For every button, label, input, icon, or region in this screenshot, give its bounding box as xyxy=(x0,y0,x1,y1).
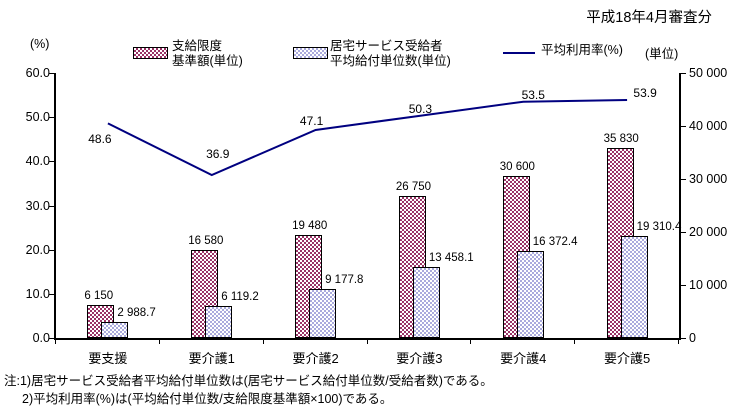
benefit-bar-value: 2 988.7 xyxy=(117,307,156,320)
right-axis-tick-label: 10 000 xyxy=(689,278,728,292)
x-axis-tick xyxy=(55,340,56,344)
left-axis-tick xyxy=(49,161,54,163)
right-axis-line xyxy=(679,73,681,340)
right-axis-unit-label: (単位) xyxy=(645,47,679,61)
utilization-rate-value: 50.3 xyxy=(408,101,433,116)
right-axis-tick-label: 50 000 xyxy=(689,66,728,80)
limit-bar-value: 16 580 xyxy=(188,235,224,248)
right-axis-tick xyxy=(681,126,686,127)
legend-swatch-limit xyxy=(133,47,168,59)
utilization-rate-polyline xyxy=(107,98,628,177)
category-label: 要介護2 xyxy=(292,351,339,366)
benefit-bar-swatch-icon xyxy=(293,47,328,59)
benefit-bar xyxy=(205,305,233,338)
right-axis-tick-label: 20 000 xyxy=(689,225,728,239)
utilization-rate-value: 36.9 xyxy=(206,147,230,162)
x-axis-line xyxy=(54,338,681,340)
category-label: 要介護5 xyxy=(603,351,651,366)
footnote-2: 2)平均利用率(%)は(平均給付単位数/支給限度基準額×100)である。 xyxy=(22,392,393,406)
limit-bar-value: 35 830 xyxy=(603,133,639,146)
legend-label-limit: 支給限度 基準額(単位) xyxy=(172,39,243,68)
utilization-rate-value: 47.1 xyxy=(299,113,324,128)
legend-label-rate: 平均利用率(%) xyxy=(541,43,623,57)
left-axis-unit-label: (%) xyxy=(30,37,50,51)
x-axis-tick xyxy=(366,340,368,344)
right-axis-tick xyxy=(681,338,686,339)
x-axis-tick xyxy=(470,340,472,344)
right-axis-tick-label: 0 xyxy=(689,331,696,345)
benefit-bar xyxy=(309,289,337,338)
left-axis-tick-label: 50.0 xyxy=(25,110,50,125)
right-axis-tick-label: 30 000 xyxy=(689,172,728,186)
legend-label-benefit: 居宅サービス受給者 平均給付単位数(単位) xyxy=(330,39,451,68)
limit-bar xyxy=(295,234,323,338)
limit-bar-value: 26 750 xyxy=(395,181,432,194)
left-axis-tick-label: 60.0 xyxy=(25,66,50,80)
category-label: 要介護3 xyxy=(396,351,443,366)
utilization-rate-value: 53.9 xyxy=(633,85,657,100)
left-axis-tick-label: 30.0 xyxy=(25,198,50,213)
benefit-bar xyxy=(620,235,648,338)
x-axis-tick xyxy=(574,340,576,344)
report-period-title: 平成18年4月審査分 xyxy=(586,10,712,26)
right-axis-tick xyxy=(681,285,686,286)
footnote-1: 注:1)居宅サービス受給者平均給付単位数は(居宅サービス給付単位数/受給者数)で… xyxy=(4,374,493,388)
benefit-bar xyxy=(412,266,440,338)
left-axis-tick xyxy=(49,73,54,74)
right-axis-tick xyxy=(681,232,686,233)
utilization-rate-value: 53.5 xyxy=(521,87,545,102)
right-axis-tick xyxy=(681,73,686,74)
footnotes: 注:1)居宅サービス受給者平均給付単位数は(居宅サービス給付単位数/受給者数)で… xyxy=(4,372,493,408)
category-label: 要介護1 xyxy=(188,351,235,366)
left-axis-tick xyxy=(49,338,54,339)
legend-swatch-benefit xyxy=(293,47,328,59)
x-axis-tick xyxy=(262,340,264,344)
left-axis-tick-label: 0.0 xyxy=(32,331,50,345)
right-axis-tick-label: 40 000 xyxy=(689,119,728,133)
benefit-bar xyxy=(101,322,129,338)
x-axis-tick xyxy=(678,340,679,344)
limit-bar-value: 6 150 xyxy=(84,290,114,303)
benefit-bar-value: 16 372.4 xyxy=(532,236,578,249)
left-axis-tick xyxy=(49,117,54,119)
benefit-bar xyxy=(516,251,544,338)
left-axis-line xyxy=(54,73,56,340)
left-axis-tick xyxy=(49,205,54,207)
utilization-rate-value: 48.6 xyxy=(88,132,112,147)
left-axis-tick-label: 20.0 xyxy=(25,242,50,257)
left-axis-tick-label: 10.0 xyxy=(25,286,50,301)
x-axis-tick xyxy=(158,340,160,344)
left-axis-tick xyxy=(49,249,54,251)
category-label: 要支援 xyxy=(88,351,128,366)
limit-bar-value: 19 480 xyxy=(292,219,328,232)
category-label: 要介護4 xyxy=(500,351,547,366)
left-axis-tick xyxy=(49,293,54,295)
legend-line-swatch-icon xyxy=(503,52,535,54)
benefit-bar-value: 6 119.2 xyxy=(221,290,259,303)
right-axis-tick xyxy=(681,179,686,180)
benefit-bar-value: 13 458.1 xyxy=(428,251,474,264)
limit-bar-swatch-icon xyxy=(133,47,168,59)
limit-bar-value: 30 600 xyxy=(499,160,535,173)
benefit-bar-value: 19 310.4 xyxy=(636,220,682,233)
benefit-bar-value: 9 177.8 xyxy=(325,274,364,287)
left-axis-tick-label: 40.0 xyxy=(25,154,50,169)
